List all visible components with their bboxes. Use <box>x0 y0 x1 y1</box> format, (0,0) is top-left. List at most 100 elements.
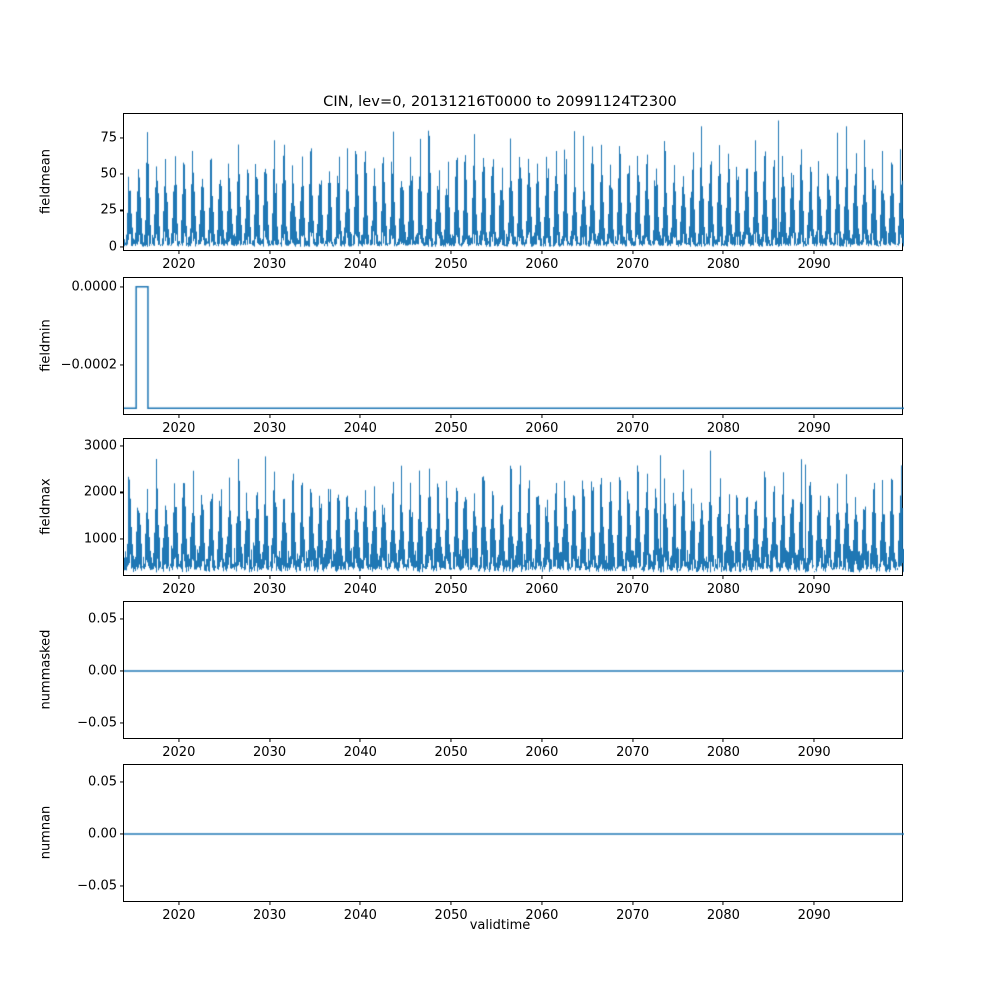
x-tick-label-fieldmin-2: 2040 <box>343 421 377 436</box>
y-tick-mark-numnan-2 <box>120 781 124 783</box>
x-tick-label-nummasked-0: 2020 <box>162 745 196 760</box>
x-tick-label-fieldmin-0: 2020 <box>162 421 196 436</box>
x-tick-label-numnan-3: 2050 <box>434 908 468 923</box>
x-tick-mark-numnan-0 <box>178 901 180 905</box>
x-tick-mark-fieldmax-5 <box>632 575 634 579</box>
x-tick-label-numnan-5: 2070 <box>616 908 650 923</box>
x-tick-label-fieldmin-5: 2070 <box>616 421 650 436</box>
series-fieldmin <box>124 278 904 416</box>
x-tick-label-fieldmean-4: 2060 <box>525 257 559 272</box>
x-tick-mark-fieldmean-5 <box>632 250 634 254</box>
x-tick-label-fieldmax-0: 2020 <box>162 582 196 597</box>
x-tick-mark-fieldmin-0 <box>178 414 180 418</box>
y-tick-label-fieldmean-2: 50 <box>100 166 117 182</box>
x-tick-label-fieldmean-7: 2090 <box>797 257 831 272</box>
x-tick-label-fieldmax-2: 2040 <box>343 582 377 597</box>
y-tick-mark-fieldmin-0 <box>120 286 124 288</box>
y-axis-label-nummasked: nummasked <box>38 629 54 710</box>
y-tick-label-fieldmax-0: 1000 <box>83 531 117 547</box>
x-tick-mark-nummasked-0 <box>178 738 180 742</box>
x-tick-mark-fieldmax-6 <box>722 575 724 579</box>
y-axis-label-fieldmin: fieldmin <box>38 319 54 372</box>
x-tick-label-fieldmax-3: 2050 <box>434 582 468 597</box>
x-tick-mark-numnan-7 <box>813 901 815 905</box>
y-tick-mark-numnan-0 <box>120 885 124 887</box>
x-tick-mark-fieldmin-7 <box>813 414 815 418</box>
x-tick-mark-nummasked-2 <box>359 738 361 742</box>
x-tick-label-nummasked-7: 2090 <box>797 745 831 760</box>
figure-title: CIN, lev=0, 20131216T0000 to 20991124T23… <box>323 94 677 110</box>
plot-panel-nummasked: nummasked −0.05 0.00 0.05 2020 2030 2040 2050 20… <box>39 601 904 760</box>
x-tick-mark-fieldmean-3 <box>450 250 452 254</box>
x-tick-label-numnan-2: 2040 <box>343 908 377 923</box>
plot-panel-fieldmax: fieldmax 1000 2000 3000 2020 2030 2040 2050 2060… <box>39 438 904 597</box>
x-tick-label-fieldmean-0: 2020 <box>162 257 196 272</box>
plot-panel-fieldmin: fieldmin 0.0000 −0.0002 2020 2030 2040 2050 206… <box>39 277 904 436</box>
series-nummasked <box>124 602 904 740</box>
y-tick-label-nummasked-0: −0.05 <box>77 715 117 731</box>
y-tick-mark-nummasked-1 <box>120 670 124 672</box>
x-tick-mark-numnan-4 <box>541 901 543 905</box>
x-axis-label: validtime <box>469 918 531 933</box>
x-tick-label-fieldmin-7: 2090 <box>797 421 831 436</box>
y-axis-label-fieldmax: fieldmax <box>38 478 54 535</box>
x-tick-mark-fieldmean-0 <box>178 250 180 254</box>
x-tick-mark-fieldmin-5 <box>632 414 634 418</box>
x-tick-label-numnan-1: 2030 <box>253 908 287 923</box>
x-tick-mark-fieldmax-4 <box>541 575 543 579</box>
x-tick-label-fieldmax-5: 2070 <box>616 582 650 597</box>
y-tick-label-fieldmax-2: 3000 <box>83 438 117 454</box>
x-tick-label-numnan-7: 2090 <box>797 908 831 923</box>
y-tick-mark-fieldmax-1 <box>120 491 124 493</box>
x-tick-label-nummasked-6: 2080 <box>706 745 740 760</box>
x-tick-mark-numnan-3 <box>450 901 452 905</box>
x-tick-label-fieldmean-3: 2050 <box>434 257 468 272</box>
x-tick-mark-fieldmax-3 <box>450 575 452 579</box>
x-tick-mark-fieldmean-6 <box>722 250 724 254</box>
x-tick-label-nummasked-3: 2050 <box>434 745 468 760</box>
x-tick-label-fieldmean-6: 2080 <box>706 257 740 272</box>
y-tick-label-nummasked-1: 0.00 <box>88 663 117 679</box>
y-tick-label-nummasked-2: 0.05 <box>88 611 117 627</box>
x-tick-label-fieldmean-1: 2030 <box>253 257 287 272</box>
x-tick-label-fieldmax-4: 2060 <box>525 582 559 597</box>
x-tick-mark-fieldmax-1 <box>269 575 271 579</box>
x-tick-mark-fieldmax-2 <box>359 575 361 579</box>
series-fieldmean <box>124 114 904 252</box>
y-tick-mark-fieldmax-2 <box>120 445 124 447</box>
x-tick-mark-numnan-6 <box>722 901 724 905</box>
y-tick-mark-fieldmean-0 <box>120 246 124 248</box>
y-axis-label-fieldmean: fieldmean <box>38 149 54 214</box>
x-tick-label-fieldmin-4: 2060 <box>525 421 559 436</box>
y-tick-mark-nummasked-0 <box>120 722 124 724</box>
x-tick-mark-fieldmin-2 <box>359 414 361 418</box>
y-tick-label-numnan-0: −0.05 <box>77 878 117 894</box>
y-tick-mark-fieldmean-2 <box>120 173 124 175</box>
y-tick-label-fieldmean-3: 75 <box>100 130 117 146</box>
x-tick-mark-fieldmin-1 <box>269 414 271 418</box>
x-tick-mark-fieldmin-4 <box>541 414 543 418</box>
x-tick-label-numnan-4: 2060 <box>525 908 559 923</box>
x-tick-mark-fieldmean-1 <box>269 250 271 254</box>
x-tick-label-fieldmax-7: 2090 <box>797 582 831 597</box>
x-tick-label-numnan-0: 2020 <box>162 908 196 923</box>
x-tick-mark-numnan-1 <box>269 901 271 905</box>
y-tick-mark-fieldmean-1 <box>120 209 124 212</box>
y-tick-mark-fieldmax-0 <box>120 538 124 540</box>
x-tick-mark-numnan-5 <box>632 901 634 905</box>
x-tick-mark-nummasked-4 <box>541 738 543 742</box>
x-tick-mark-fieldmean-4 <box>541 250 543 254</box>
x-tick-mark-nummasked-1 <box>269 738 271 742</box>
y-tick-label-fieldmean-1: 25 <box>100 202 117 218</box>
y-tick-label-numnan-2: 0.05 <box>88 774 117 790</box>
x-tick-label-nummasked-1: 2030 <box>253 745 287 760</box>
x-tick-label-fieldmin-3: 2050 <box>434 421 468 436</box>
x-tick-label-nummasked-2: 2040 <box>343 745 377 760</box>
x-tick-label-fieldmin-1: 2030 <box>253 421 287 436</box>
x-tick-label-nummasked-5: 2070 <box>616 745 650 760</box>
y-tick-mark-nummasked-2 <box>120 618 124 620</box>
x-tick-mark-fieldmin-3 <box>450 414 452 418</box>
x-tick-mark-fieldmax-0 <box>178 575 180 579</box>
x-tick-label-fieldmean-5: 2070 <box>616 257 650 272</box>
